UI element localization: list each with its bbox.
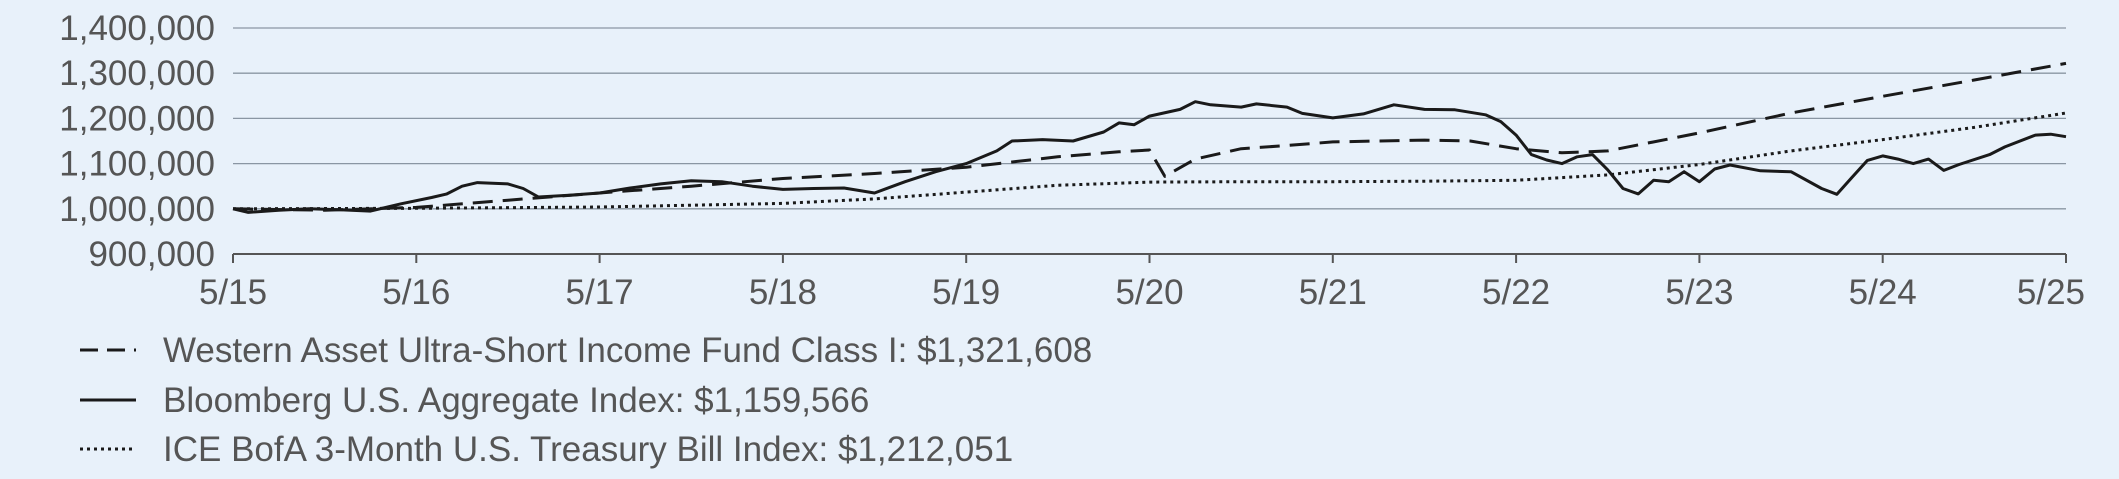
series-line-dashed [232,61,2067,212]
x-tick-label: 5/17 [566,273,634,312]
x-tick-label: 5/24 [1849,273,1917,312]
series-line-solid [232,100,2067,214]
legend-label: Bloomberg U.S. Aggregate Index: $1,159,5… [163,381,869,420]
x-tick-label: 5/16 [382,273,450,312]
y-tick-label: 1,400,000 [59,9,215,48]
x-tick-label: 5/21 [1299,273,1367,312]
x-tick-label: 5/19 [932,273,1000,312]
x-tick-label: 5/15 [199,273,267,312]
x-tick-label: 5/23 [1665,273,1733,312]
legend-label: Western Asset Ultra-Short Income Fund Cl… [163,331,1092,370]
y-tick-label: 900,000 [88,235,215,274]
x-axis [232,253,2067,263]
legend: Western Asset Ultra-Short Income Fund Cl… [80,331,1092,469]
gridlines [233,27,2066,210]
y-tick-label: 1,300,000 [59,54,215,93]
x-tick-label: 5/18 [749,273,817,312]
series-lines [232,61,2067,214]
y-tick-label: 1,000,000 [59,190,215,229]
y-axis-tick-labels: 900,000 1,000,000 1,100,000 1,200,000 1,300,… [59,9,215,274]
legend-label: ICE BofA 3-Month U.S. Treasury Bill Inde… [163,430,1013,469]
x-tick-label: 5/20 [1115,273,1183,312]
x-tick-label: 5/22 [1482,273,1550,312]
x-axis-tick-labels: 5/15 5/16 5/17 5/18 5/19 5/20 5/21 5/22 5/23 5/24… [199,273,2085,312]
series-line-dotted [232,111,2067,211]
y-tick-label: 1,200,000 [59,99,215,138]
x-tick-label: 5/25 [2017,273,2085,312]
y-tick-label: 1,100,000 [59,145,215,184]
